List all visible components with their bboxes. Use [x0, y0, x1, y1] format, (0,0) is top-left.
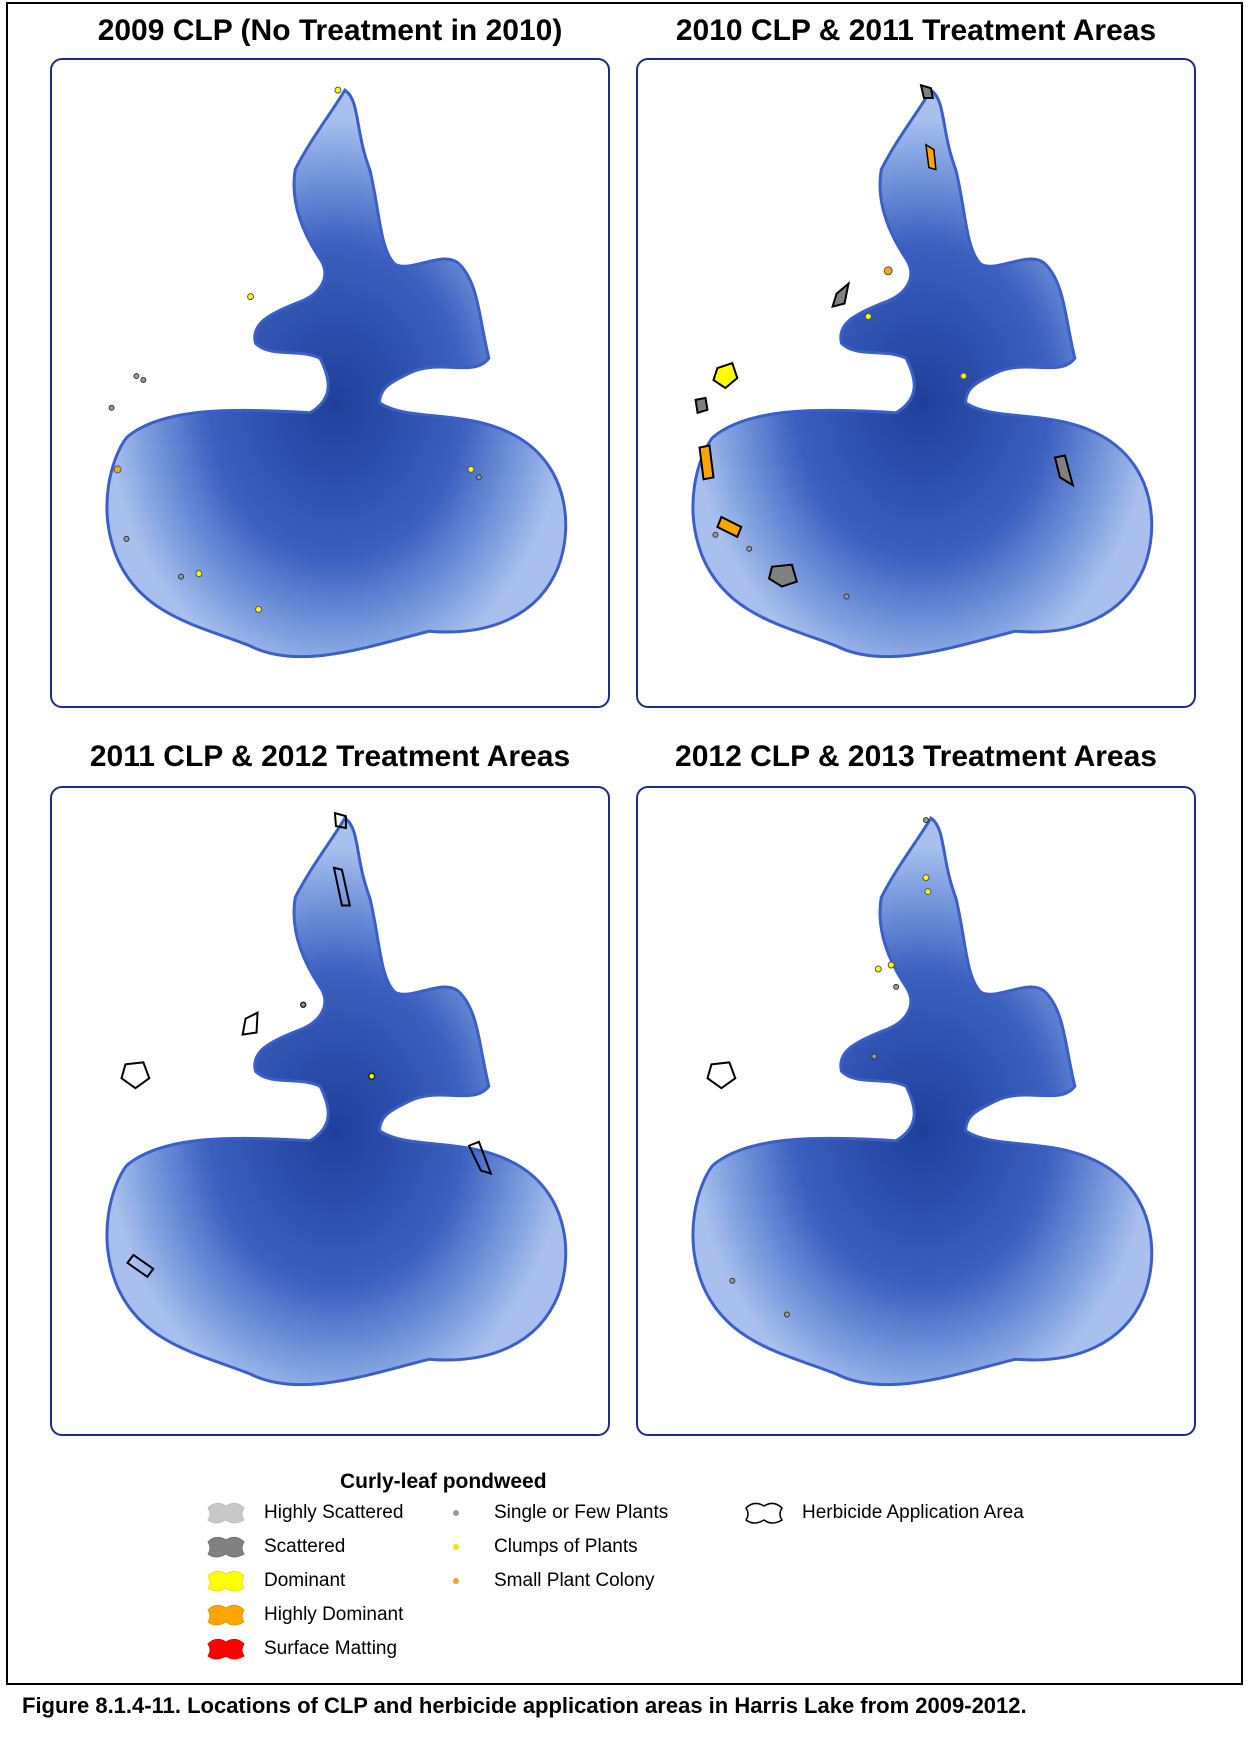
legend-item-dominant: Dominant	[200, 1566, 345, 1596]
single-point	[123, 535, 130, 542]
scattered-area	[919, 83, 935, 100]
highly-scattered-swatch-icon	[200, 1498, 252, 1528]
herbicide-outline-icon	[738, 1498, 790, 1528]
legend-item-single-plants: Single or Few Plants	[430, 1498, 668, 1528]
lake-shape	[105, 87, 568, 659]
clump-point	[960, 372, 968, 380]
legend-item-clumps: Clumps of Plants	[430, 1532, 638, 1562]
dominant-swatch-icon	[200, 1566, 252, 1596]
legend-label: Herbicide Application Area	[802, 1502, 1024, 1523]
map-panel-2010	[636, 58, 1196, 708]
panel-title-2009: 2009 CLP (No Treatment in 2010)	[97, 14, 563, 47]
single-point	[729, 1277, 736, 1284]
legend-label: Highly Dominant	[264, 1604, 404, 1625]
single-point	[746, 545, 753, 552]
herbicide-area	[332, 866, 352, 907]
map-panel-2012	[636, 786, 1196, 1436]
legend-label: Highly Scattered	[264, 1502, 404, 1523]
single-point	[712, 531, 719, 538]
highly-dominant-area	[924, 143, 937, 171]
single-point	[871, 1053, 878, 1060]
clump-point	[255, 605, 262, 613]
legend-label: Small Plant Colony	[494, 1570, 655, 1591]
lake-shape	[105, 815, 568, 1387]
figure-caption: Figure 8.1.4-11. Locations of CLP and he…	[22, 1693, 1027, 1718]
clump-point	[887, 961, 895, 969]
legend-label: Scattered	[264, 1536, 346, 1557]
clump-point	[195, 570, 203, 578]
lake-map-2010	[691, 83, 1154, 659]
legend-item-highly-scattered: Highly Scattered	[200, 1498, 403, 1528]
figure-frame	[6, 2, 1243, 1685]
scattered-area	[694, 396, 709, 415]
surface-matting-swatch-icon	[200, 1634, 252, 1664]
herbicide-area	[333, 811, 347, 830]
herbicide-area	[126, 1253, 155, 1279]
legend: Curly-leaf pondweed Highly Scattered Sca…	[190, 1470, 1090, 1685]
scattered-area	[1053, 454, 1075, 488]
highly-dominant-area	[716, 515, 743, 539]
scattered-area	[831, 281, 851, 308]
highly-dominant-swatch-icon	[200, 1600, 252, 1630]
single-point	[133, 373, 140, 380]
lake-map-2009	[105, 86, 568, 659]
legend-item-surface-matting: Surface Matting	[200, 1634, 397, 1664]
highly-dominant-area	[698, 444, 715, 481]
legend-item-highly-dominant: Highly Dominant	[200, 1600, 403, 1630]
single-point	[178, 573, 185, 580]
colony-point-icon	[430, 1566, 482, 1596]
panel-title-2011: 2011 CLP & 2012 Treatment Areas	[89, 740, 571, 773]
single-point	[140, 377, 147, 384]
single-point	[922, 817, 929, 824]
clump-point-icon	[430, 1532, 482, 1562]
legend-item-herbicide-area: Herbicide Application Area	[738, 1498, 1024, 1528]
scattered-swatch-icon	[200, 1532, 252, 1562]
colony-point	[883, 266, 893, 276]
legend-label: Dominant	[264, 1570, 346, 1591]
single-point	[843, 593, 850, 600]
herbicide-area	[241, 1011, 259, 1036]
colony-point	[113, 465, 122, 474]
dominant-area	[712, 361, 739, 390]
single-point	[475, 474, 482, 481]
clump-point	[367, 1072, 376, 1080]
legend-title: Curly-leaf pondweed	[340, 1470, 547, 1493]
scattered-area	[767, 563, 799, 588]
legend-item-colony: Small Plant Colony	[430, 1566, 655, 1596]
herbicide-area	[706, 1061, 737, 1090]
lake-map-2011	[105, 811, 568, 1387]
clump-point	[334, 86, 342, 94]
single-point	[893, 983, 900, 990]
legend-label: Single or Few Plants	[494, 1502, 669, 1523]
legend-label: Clumps of Plants	[494, 1536, 638, 1557]
legend-label: Surface Matting	[264, 1638, 398, 1659]
map-panel-2011	[50, 786, 610, 1436]
panel-title-2010: 2010 CLP & 2011 Treatment Areas	[675, 14, 1157, 47]
herbicide-area	[120, 1061, 151, 1090]
lake-map-2012	[691, 815, 1154, 1387]
clump-point	[247, 293, 255, 301]
clump-point	[864, 313, 872, 320]
single-point	[299, 1001, 307, 1008]
single-point	[783, 1311, 790, 1318]
map-panel-2009	[50, 58, 610, 708]
clump-point	[874, 965, 882, 973]
lake-shape	[691, 815, 1154, 1387]
panel-title-2012: 2012 CLP & 2013 Treatment Areas	[675, 740, 1157, 773]
clump-point	[924, 888, 932, 896]
herbicide-area	[467, 1140, 493, 1176]
single-point	[108, 404, 115, 411]
legend-item-scattered: Scattered	[200, 1532, 345, 1562]
clump-point	[922, 874, 930, 882]
lake-shape	[691, 87, 1154, 659]
clump-point	[467, 465, 475, 473]
single-point-icon	[430, 1498, 482, 1528]
